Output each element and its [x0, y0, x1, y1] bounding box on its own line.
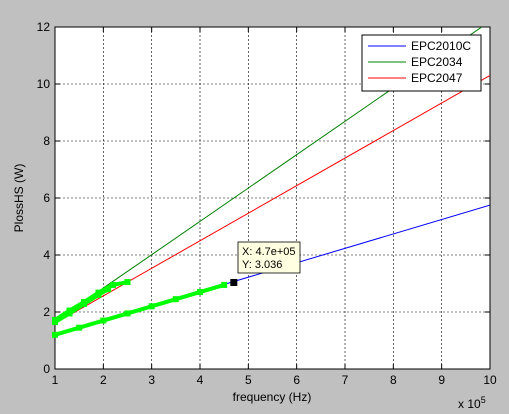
x-tick-label: 5 [245, 373, 252, 387]
highlight-marker [110, 281, 116, 288]
x-tick-label: 7 [342, 373, 349, 387]
datatip-x-text: X: 4.7e+05 [242, 246, 296, 258]
x-tick-label: 9 [438, 373, 445, 387]
x-tick-label: 3 [148, 373, 155, 387]
y-tick-label: 0 [43, 362, 50, 376]
y-tick-label: 4 [43, 248, 50, 262]
x-multiplier-base: x 10 [458, 397, 481, 411]
legend-box [361, 34, 482, 92]
x-tick-label: 4 [197, 373, 204, 387]
datatip-y-text: Y: 3.036 [242, 259, 282, 271]
highlight-marker [81, 301, 87, 308]
highlight-marker [221, 281, 228, 288]
y-tick-label: 2 [43, 305, 50, 319]
datatip-box [237, 241, 301, 274]
highlight-marker [172, 296, 179, 303]
y-tick-label: 10 [37, 77, 51, 91]
x-tick-label: 2 [100, 373, 107, 387]
highlight-marker [124, 310, 131, 317]
highlight-band [54, 283, 225, 337]
legend-label: EPC2047 [411, 71, 463, 85]
y-tick-label: 6 [43, 191, 50, 205]
x-multiplier-exponent: 5 [481, 395, 486, 405]
highlight-marker [100, 317, 107, 324]
y-axis-label: PlossHS (W) [12, 164, 26, 233]
highlight-marker [52, 331, 58, 338]
datatip-marker [230, 278, 238, 286]
x-axis-label: frequency (Hz) [233, 390, 312, 404]
x-tick-label: 1 [52, 373, 59, 387]
highlight-marker [197, 289, 203, 296]
legend-label: EPC2010C [411, 39, 471, 53]
highlight-marker [66, 310, 73, 317]
highlighted-markers [52, 279, 228, 338]
x-tick-label: 10 [483, 373, 497, 387]
legend-items: EPC2010C EPC2034 EPC2047 [368, 39, 471, 85]
x-tick-label: 6 [293, 373, 300, 387]
highlight-marker [124, 279, 131, 286]
legend-label: EPC2034 [411, 55, 463, 69]
highlight-marker [148, 303, 155, 310]
highlight-marker [105, 286, 112, 293]
y-tick-label: 12 [37, 20, 51, 34]
x-multiplier: x 105 [458, 395, 486, 411]
legend[interactable]: EPC2010C EPC2034 EPC2047 [361, 34, 482, 92]
highlight-marker [76, 324, 83, 331]
y-tick-label: 8 [43, 134, 50, 148]
highlight-marker [52, 318, 58, 325]
datatip[interactable]: X: 4.7e+05 Y: 3.036 [230, 241, 301, 286]
x-tick-label: 8 [390, 373, 397, 387]
highlight-marker [95, 291, 102, 298]
